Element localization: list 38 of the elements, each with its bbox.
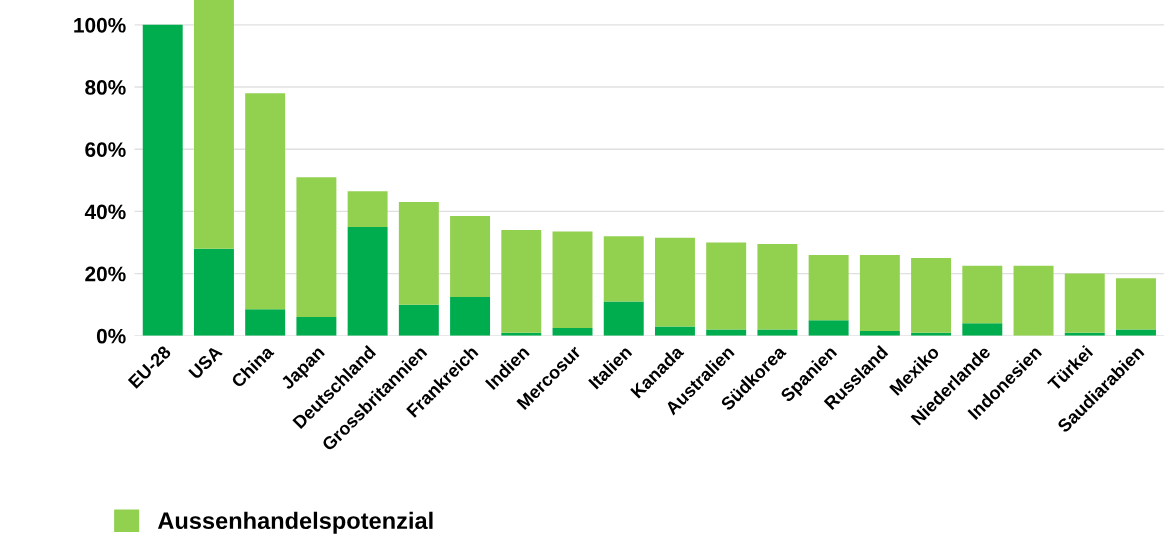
bar [398, 304, 439, 336]
bar [193, 248, 234, 336]
bar [859, 254, 900, 332]
bar [911, 258, 952, 333]
bar [245, 93, 286, 310]
bar [962, 323, 1003, 336]
bar [450, 216, 491, 297]
bar [296, 177, 337, 318]
y-tick-label: 100% [74, 17, 126, 33]
bar [1013, 265, 1054, 336]
bar [347, 226, 388, 336]
bar [654, 326, 695, 336]
y-tick-label: 80% [85, 80, 126, 95]
y-tick-label: 60% [85, 142, 126, 157]
bar [347, 191, 388, 227]
bar [654, 237, 695, 327]
bar [603, 301, 644, 336]
bar [193, 0, 234, 249]
bar [450, 296, 491, 336]
bar [706, 242, 747, 330]
y-tick-label: 40% [84, 204, 126, 220]
bar [962, 265, 1003, 324]
bar [245, 309, 286, 336]
bar [808, 254, 849, 321]
bar [757, 244, 798, 330]
bar [501, 230, 542, 333]
y-tick-label: 0% [96, 328, 126, 344]
bar [552, 231, 593, 328]
x-tick-label: USA [188, 344, 223, 380]
bar [1116, 278, 1156, 330]
bar [142, 24, 183, 336]
bar [296, 317, 337, 336]
bar [398, 202, 439, 305]
bar [603, 236, 644, 302]
legend-label: Aussenhandelspotenzial [157, 511, 433, 534]
y-tick-label: 20% [85, 266, 126, 282]
bar [808, 320, 849, 336]
bar [1064, 273, 1105, 333]
